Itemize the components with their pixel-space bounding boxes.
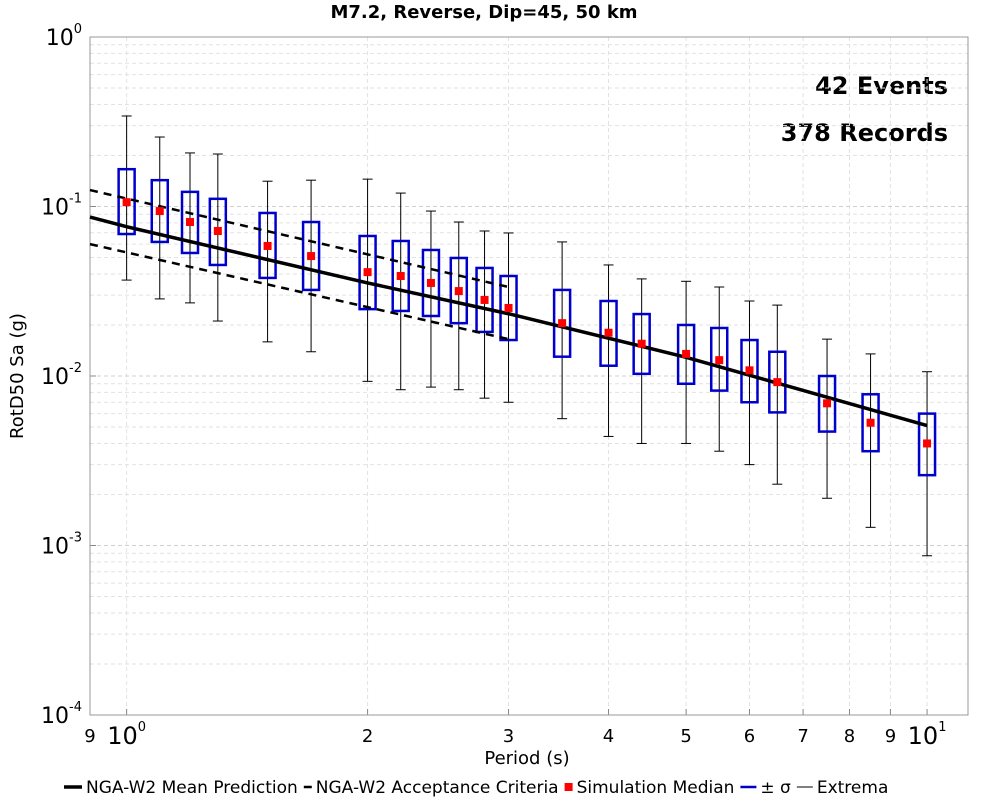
sigma-box	[709, 326, 729, 392]
sigma-box	[421, 248, 441, 318]
sigma-box	[599, 299, 618, 367]
y-tick-label: 100	[46, 22, 82, 52]
sigma-box	[258, 211, 277, 280]
criteria-line	[89, 188, 509, 289]
y-tick-label: 10-2	[41, 361, 82, 391]
sigma-box	[817, 374, 837, 433]
sigma-box	[475, 266, 494, 334]
median-marker	[363, 268, 372, 277]
median-marker	[866, 418, 875, 427]
median-marker	[155, 207, 164, 216]
median-marker	[426, 278, 435, 287]
median-marker	[263, 241, 272, 250]
x-axis-label: Period (s)	[484, 748, 569, 769]
sigma-box	[449, 256, 469, 325]
median-marker	[558, 319, 567, 328]
median-marker	[637, 339, 646, 348]
median-marker	[715, 356, 724, 365]
median-marker	[923, 439, 932, 448]
y-axis-label: RotD50 Sa (g)	[7, 313, 28, 439]
x-tick-label: 9	[885, 726, 896, 747]
median-marker	[604, 328, 613, 337]
plot-frame	[89, 36, 969, 716]
sigma-box	[358, 234, 377, 311]
x-tick-label: 9	[84, 726, 95, 747]
sigma-box	[861, 393, 880, 453]
median-marker	[745, 366, 754, 375]
annotation: 378 Records	[781, 119, 948, 147]
chart-title: M7.2, Reverse, Dip=45, 50 km	[330, 2, 637, 23]
x-tick-label: 3	[503, 726, 514, 747]
median-marker	[480, 295, 489, 304]
median-marker	[186, 218, 195, 227]
median-marker	[307, 252, 316, 261]
legend-label: NGA-W2 Acceptance Criteria	[316, 778, 559, 798]
sigma-box	[150, 178, 170, 244]
mean-line	[89, 215, 928, 428]
sigma-box	[499, 274, 518, 342]
x-tick-label: 2	[362, 726, 373, 747]
median-marker	[396, 272, 405, 281]
legend-swatch	[564, 783, 573, 791]
x-tick-label: 100	[107, 720, 146, 751]
median-marker	[682, 349, 691, 358]
median-marker	[213, 226, 222, 235]
median-marker	[773, 378, 782, 387]
x-tick-label: 7	[797, 726, 808, 747]
criteria-line	[89, 242, 509, 341]
legend-label: Simulation Median	[577, 778, 735, 798]
legend: NGA-W2 Mean Prediction NGA-W2 Acceptance …	[64, 778, 888, 798]
median-marker	[454, 287, 463, 296]
x-tick-label: 5	[680, 726, 691, 747]
median-marker	[823, 399, 832, 408]
sigma-box	[917, 412, 937, 477]
sigma-box	[180, 190, 200, 255]
annotation: 42 Events	[815, 72, 948, 100]
legend-label: Extrema	[817, 778, 889, 798]
y-tick-label: 10-4	[41, 700, 82, 730]
sigma-box	[391, 239, 410, 313]
sigma-box	[301, 220, 321, 292]
y-tick-label: 10-3	[41, 530, 82, 560]
legend-label: ± σ	[760, 778, 791, 798]
legend-label: NGA-W2 Mean Prediction	[86, 778, 298, 798]
median-marker	[504, 303, 513, 312]
median-marker	[122, 198, 131, 207]
y-tick-label: 10-1	[41, 191, 82, 221]
x-tick-label: 8	[844, 726, 855, 747]
sigma-box	[208, 197, 228, 267]
x-tick-label: 101	[908, 720, 947, 751]
x-tick-label: 4	[603, 726, 614, 747]
x-tick-label: 6	[744, 726, 755, 747]
